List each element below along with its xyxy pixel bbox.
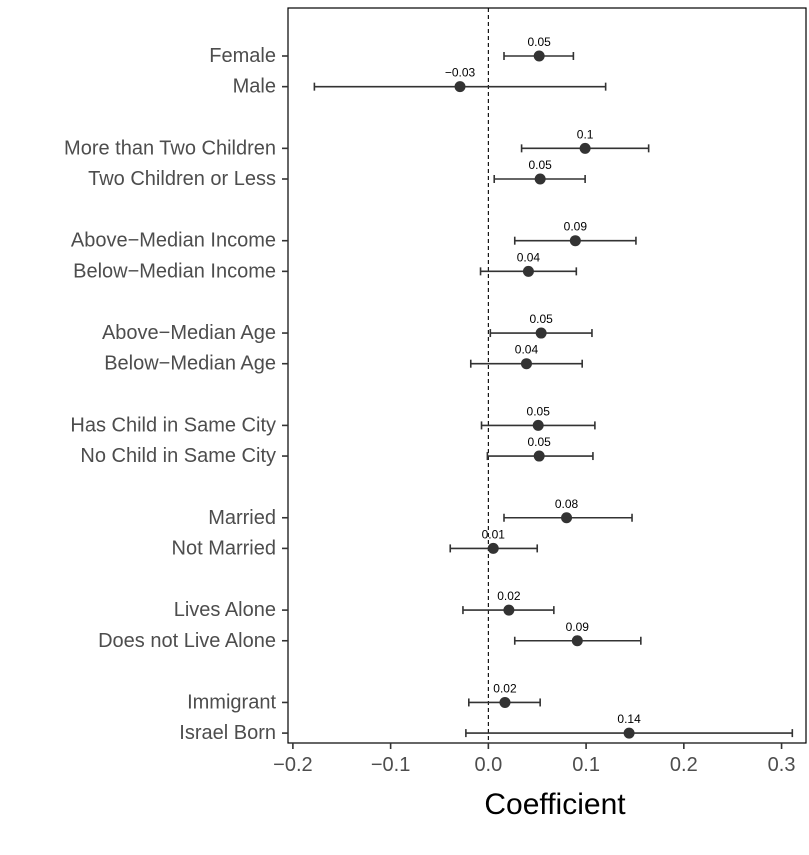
y-tick-label: Above−Median Income xyxy=(71,230,276,252)
x-tick-label: 0.3 xyxy=(768,754,796,776)
y-tick-label: Lives Alone xyxy=(174,599,276,621)
estimate-point xyxy=(454,81,466,93)
plot-panel xyxy=(287,7,807,744)
x-axis: −0.2 −0.1 0.0 0.1 0.2 0.3 xyxy=(273,743,795,776)
x-tick-label: 0.2 xyxy=(670,754,698,776)
value-label: 0.14 xyxy=(617,712,641,726)
value-label: 0.02 xyxy=(493,681,517,695)
value-label: 0.08 xyxy=(555,497,579,511)
estimate-point xyxy=(533,50,545,62)
estimate-point xyxy=(561,512,573,524)
value-label: 0.09 xyxy=(564,220,588,234)
y-tick-label: Male xyxy=(233,76,276,98)
value-label: 0.04 xyxy=(517,250,541,264)
value-label: 0.05 xyxy=(527,404,551,418)
y-tick-label: Has Child in Same City xyxy=(70,414,276,436)
y-tick-label: Below−Median Income xyxy=(73,260,276,282)
estimate-point xyxy=(534,173,546,185)
value-label: −0.03 xyxy=(445,66,476,80)
x-axis-title: Coefficient xyxy=(484,788,626,821)
estimate-point xyxy=(532,419,544,431)
y-tick-label: No Child in Same City xyxy=(80,445,276,467)
value-label: 0.1 xyxy=(577,127,594,141)
marks-group: 0.05 −0.03 0.1 0.05 0.09 0.04 0.05 0.04 0.05 0.05… xyxy=(313,35,794,739)
estimate-point xyxy=(571,635,583,647)
value-label: 0.05 xyxy=(528,158,552,172)
estimate-point xyxy=(623,727,635,739)
estimate-point xyxy=(487,542,499,554)
y-tick-label: Married xyxy=(208,507,276,529)
value-label: 0.04 xyxy=(515,343,539,357)
value-label: 0.01 xyxy=(482,527,506,541)
estimate-point xyxy=(503,604,515,616)
y-tick-label: Female xyxy=(209,45,276,67)
y-axis: Female Male More than Two Children Two Chil… xyxy=(64,45,288,744)
estimate-point xyxy=(522,265,534,277)
y-tick-label: Immigrant xyxy=(187,691,276,713)
value-label: 0.05 xyxy=(528,435,552,449)
x-tick-label: −0.2 xyxy=(273,754,312,776)
estimate-point xyxy=(579,142,591,154)
y-tick-label: Not Married xyxy=(172,537,276,559)
value-label: 0.09 xyxy=(566,620,590,634)
y-tick-label: Two Children or Less xyxy=(88,168,276,190)
value-label: 0.05 xyxy=(528,35,552,49)
y-tick-label: Below−Median Age xyxy=(104,353,276,375)
value-label: 0.02 xyxy=(497,589,521,603)
x-tick-label: −0.1 xyxy=(371,754,410,776)
y-tick-label: Above−Median Age xyxy=(102,322,276,344)
estimate-point xyxy=(535,327,547,339)
estimate-point xyxy=(569,235,581,247)
value-label: 0.05 xyxy=(529,312,553,326)
y-tick-label: Does not Live Alone xyxy=(98,630,276,652)
y-tick-label: More than Two Children xyxy=(64,137,276,159)
x-tick-label: 0.1 xyxy=(572,754,600,776)
estimate-point xyxy=(520,358,532,370)
estimate-point xyxy=(533,450,545,462)
x-tick-label: 0.0 xyxy=(474,754,502,776)
estimate-point xyxy=(499,696,511,708)
y-tick-label: Israel Born xyxy=(179,722,276,744)
